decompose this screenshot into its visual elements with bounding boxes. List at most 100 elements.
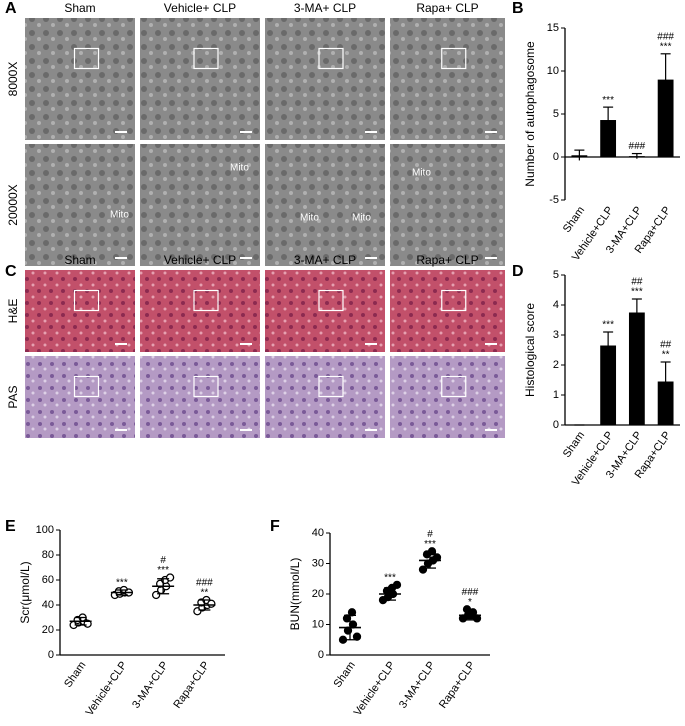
- y-tick-label: 30: [312, 557, 324, 569]
- inset-box: [441, 289, 467, 312]
- micrograph: [390, 18, 505, 140]
- significance: ***: [602, 320, 614, 331]
- y-axis-label: BUN(mmol/L): [288, 558, 302, 631]
- column-label: 3-MA+ CLP: [294, 1, 356, 15]
- x-tick-label: Sham: [62, 660, 88, 690]
- data-point: [352, 632, 362, 641]
- significance: ###: [462, 587, 479, 598]
- y-tick-label: 3: [553, 329, 559, 341]
- mito-label: Mito: [230, 163, 249, 174]
- significance: #: [160, 555, 166, 566]
- bar: [600, 120, 617, 157]
- y-tick-label: 10: [312, 618, 324, 630]
- panel-letter: E: [5, 518, 16, 535]
- column-label: 3-MA+ CLP: [294, 253, 356, 267]
- inset-box: [441, 375, 467, 398]
- column-label: Vehicle+ CLP: [164, 253, 236, 267]
- micrograph: [265, 144, 385, 266]
- data-point: [418, 565, 428, 574]
- significance: ***: [116, 578, 128, 589]
- inset-box: [193, 47, 219, 70]
- inset-box: [193, 289, 219, 312]
- column-label: Rapa+ CLP: [416, 1, 478, 15]
- x-tick-label: Sham: [332, 660, 358, 690]
- significance: #: [427, 529, 433, 540]
- y-axis-label: Histological score: [523, 303, 537, 397]
- y-tick-label: 1: [553, 389, 559, 401]
- micrograph: [140, 18, 260, 140]
- panel-letter: D: [512, 263, 524, 280]
- x-tick-label: 3-MA+CLP: [397, 660, 438, 711]
- y-tick-label: 80: [42, 549, 54, 561]
- panel-letter: F: [270, 518, 280, 535]
- y-tick-label: 0: [318, 649, 324, 661]
- inset-box: [73, 47, 100, 70]
- y-tick-label: 0: [553, 419, 559, 431]
- micrograph: [140, 144, 260, 266]
- micrograph: [390, 144, 505, 266]
- row-label: 8000X: [6, 62, 20, 97]
- row-label: PAS: [6, 385, 20, 408]
- significance: ***: [384, 572, 396, 583]
- x-tick-label: 3-MA+CLP: [130, 660, 171, 711]
- data-point: [392, 580, 402, 589]
- bar: [657, 79, 674, 157]
- y-tick-label: -5: [549, 194, 559, 206]
- y-tick-label: 0: [48, 649, 54, 661]
- bar: [600, 345, 617, 425]
- bar: [657, 381, 674, 425]
- column-label: Vehicle+ CLP: [164, 1, 236, 15]
- x-tick-label: Vehicle+CLP: [352, 660, 398, 719]
- inset-box: [193, 375, 219, 398]
- row-label: H&E: [6, 299, 20, 324]
- mito-label: Mito: [412, 168, 431, 179]
- y-axis-label: Scr(μmol/L): [18, 561, 32, 623]
- significance: ##: [631, 277, 643, 288]
- x-tick-label: Rapa+CLP: [171, 660, 212, 711]
- x-tick-label: Vehicle+CLP: [84, 660, 130, 719]
- y-tick-label: 40: [42, 599, 54, 611]
- significance: ***: [424, 539, 436, 550]
- panel-letter: B: [512, 0, 524, 17]
- inset-box: [73, 375, 100, 398]
- x-tick-label: Sham: [561, 205, 587, 235]
- inset-box: [441, 47, 467, 70]
- micrograph: [25, 144, 135, 266]
- row-label: 20000X: [6, 184, 20, 225]
- micrograph: [265, 18, 385, 140]
- y-tick-label: 40: [312, 527, 324, 539]
- y-tick-label: 60: [42, 574, 54, 586]
- significance: ***: [602, 95, 614, 106]
- y-tick-label: 20: [42, 624, 54, 636]
- y-tick-label: 20: [312, 588, 324, 600]
- micrograph: [25, 18, 135, 140]
- significance: **: [662, 350, 670, 361]
- y-tick-label: 15: [547, 22, 559, 34]
- column-label: Rapa+ CLP: [416, 253, 478, 267]
- mito-label: Mito: [300, 213, 319, 224]
- significance: ###: [196, 578, 213, 589]
- data-point: [207, 599, 216, 608]
- inset-box: [318, 289, 344, 312]
- y-tick-label: 100: [36, 524, 54, 536]
- significance: ##: [660, 340, 672, 351]
- significance: *: [468, 597, 472, 608]
- significance: ###: [629, 141, 646, 152]
- mito-label: Mito: [352, 213, 371, 224]
- mito-label: Mito: [110, 210, 129, 221]
- y-tick-label: 5: [553, 269, 559, 281]
- panel-letter: A: [5, 0, 17, 17]
- y-tick-label: 5: [553, 108, 559, 120]
- bar: [628, 312, 645, 425]
- inset-box: [318, 47, 344, 70]
- x-tick-label: Sham: [561, 430, 587, 460]
- inset-box: [318, 375, 344, 398]
- y-axis-label: Number of autophagosome: [523, 41, 537, 187]
- x-tick-label: Rapa+CLP: [437, 660, 478, 711]
- y-tick-label: 4: [553, 299, 559, 311]
- column-label: Sham: [64, 253, 95, 267]
- significance: **: [200, 588, 208, 599]
- significance: ***: [157, 565, 169, 576]
- significance: ###: [657, 31, 674, 42]
